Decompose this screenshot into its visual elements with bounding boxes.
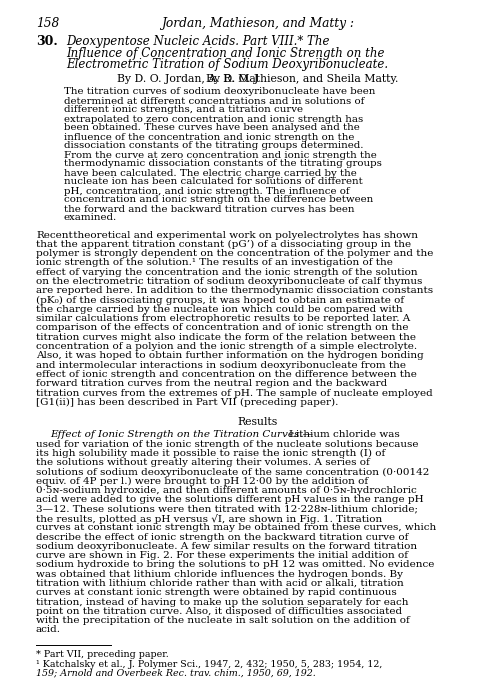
Text: 3—12. These solutions were then titrated with 12·228ɴ-lithium chloride;: 3—12. These solutions were then titrated… xyxy=(36,504,418,513)
Text: similar calculations from electrophoretic results to be reported later. A: similar calculations from electrophoreti… xyxy=(36,314,410,323)
Text: that the apparent titration constant (pG’) of a dissociating group in the: that the apparent titration constant (pG… xyxy=(36,240,411,249)
Text: sodium deoxyribonucleate. A few similar results on the forward titration: sodium deoxyribonucleate. A few similar … xyxy=(36,542,417,551)
Text: effect of ionic strength and concentration on the difference between the: effect of ionic strength and concentrati… xyxy=(36,370,417,379)
Text: ionic strength of the solution.¹ The results of an investigation of the: ionic strength of the solution.¹ The res… xyxy=(36,259,393,268)
Text: The titration curves of sodium deoxyribonucleate have been: The titration curves of sodium deoxyribo… xyxy=(64,88,376,96)
Text: (pK₀) of the dissociating groups, it was hoped to obtain an estimate of: (pK₀) of the dissociating groups, it was… xyxy=(36,295,404,305)
Text: By D. O. Jordan, A. R. Mathieson, and Sheila Matty.: By D. O. Jordan, A. R. Mathieson, and Sh… xyxy=(118,75,398,84)
Text: Recent: Recent xyxy=(36,230,73,240)
Text: titration curves from the extremes of pH. The sample of nucleate employed: titration curves from the extremes of pH… xyxy=(36,388,433,398)
Text: curve are shown in Fig. 2. For these experiments the initial addition of: curve are shown in Fig. 2. For these exp… xyxy=(36,551,408,560)
Text: been obtained. These curves have been analysed and the: been obtained. These curves have been an… xyxy=(64,124,360,132)
Text: equiv. of 4P per l.) were brought to pH 12·00 by the addition of: equiv. of 4P per l.) were brought to pH … xyxy=(36,477,368,486)
Text: was obtained that lithium chloride influences the hydrogen bonds. By: was obtained that lithium chloride influ… xyxy=(36,570,403,579)
Text: are reported here. In addition to the thermodynamic dissociation constants: are reported here. In addition to the th… xyxy=(36,287,433,295)
Text: sodium hydroxide to bring the solutions to pH 12 was omitted. No evidence: sodium hydroxide to bring the solutions … xyxy=(36,560,434,570)
Text: From the curve at zero concentration and ionic strength the: From the curve at zero concentration and… xyxy=(64,151,377,160)
Text: extrapolated to zero concentration and ionic strength has: extrapolated to zero concentration and i… xyxy=(64,115,363,124)
Text: Jordan, Mathieson, and Matty :: Jordan, Mathieson, and Matty : xyxy=(162,17,354,30)
Text: dissociation constants of the titrating groups determined.: dissociation constants of the titrating … xyxy=(64,141,364,151)
Text: different ionic strengths, and a titration curve: different ionic strengths, and a titrati… xyxy=(64,105,303,115)
Text: titration with lithium chloride rather than with acid or alkali, titration: titration with lithium chloride rather t… xyxy=(36,579,404,588)
Text: examined.: examined. xyxy=(64,213,117,223)
Text: By D. O. J: By D. O. J xyxy=(206,75,258,84)
Text: Also, it was hoped to obtain further information on the hydrogen bonding: Also, it was hoped to obtain further inf… xyxy=(36,352,424,361)
Text: 158: 158 xyxy=(36,17,60,30)
Text: on the electrometric titration of sodium deoxyribonucleate of calf thymus: on the electrometric titration of sodium… xyxy=(36,277,422,286)
Text: polymer is strongly dependent on the concentration of the polymer and the: polymer is strongly dependent on the con… xyxy=(36,249,434,258)
Text: describe the effect of ionic strength on the backward titration curve of: describe the effect of ionic strength on… xyxy=(36,532,408,541)
Text: point on the titration curve. Also, it disposed of difficulties associated: point on the titration curve. Also, it d… xyxy=(36,607,402,616)
Text: forward titration curves from the neutral region and the backward: forward titration curves from the neutra… xyxy=(36,380,387,388)
Text: nucleate ion has been calculated for solutions of different: nucleate ion has been calculated for sol… xyxy=(64,177,363,187)
Text: Results: Results xyxy=(238,417,278,427)
Text: pH, concentration, and ionic strength. The influence of: pH, concentration, and ionic strength. T… xyxy=(64,187,350,196)
Text: curves at constant ionic strength were obtained by rapid continuous: curves at constant ionic strength were o… xyxy=(36,588,397,598)
Text: its high solubility made it possible to raise the ionic strength (I) of: its high solubility made it possible to … xyxy=(36,449,385,458)
Text: comparison of the effects of concentration and of ionic strength on the: comparison of the effects of concentrati… xyxy=(36,323,408,333)
Text: titration, instead of having to make up the solution separately for each: titration, instead of having to make up … xyxy=(36,598,408,606)
Text: have been calculated. The electric charge carried by the: have been calculated. The electric charg… xyxy=(64,168,357,177)
Text: and intermolecular interactions in sodium deoxyribonucleate from the: and intermolecular interactions in sodiu… xyxy=(36,361,406,369)
Text: concentration and ionic strength on the difference between: concentration and ionic strength on the … xyxy=(64,196,373,204)
Text: influence of the concentration and ionic strength on the: influence of the concentration and ionic… xyxy=(64,132,354,141)
Text: Effect of Ionic Strength on the Titration Curves.—: Effect of Ionic Strength on the Titratio… xyxy=(50,430,313,439)
Text: theoretical and experimental work on polyelectrolytes has shown: theoretical and experimental work on pol… xyxy=(70,230,418,240)
Text: Electrometric Titration of Sodium Deoxyribonucleate.: Electrometric Titration of Sodium Deoxyr… xyxy=(66,58,388,71)
Text: Deoxypentose Nucleic Acids. Part VIII.* The: Deoxypentose Nucleic Acids. Part VIII.* … xyxy=(66,35,330,48)
Text: the forward and the backward titration curves has been: the forward and the backward titration c… xyxy=(64,204,354,213)
Text: Influence of Concentration and Ionic Strength on the: Influence of Concentration and Ionic Str… xyxy=(66,46,384,60)
Text: thermodynamic dissociation constants of the titrating groups: thermodynamic dissociation constants of … xyxy=(64,160,382,168)
Text: solutions of sodium deoxyribonucleate of the same concentration (0·00142: solutions of sodium deoxyribonucleate of… xyxy=(36,467,430,477)
Text: determined at different concentrations and in solutions of: determined at different concentrations a… xyxy=(64,96,364,105)
Text: curves at constant ionic strength may be obtained from these curves, which: curves at constant ionic strength may be… xyxy=(36,524,436,532)
Text: ¹ Katchalsky et al., J. Polymer Sci., 1947, 2, 432; 1950, 5, 283; 1954, 12,: ¹ Katchalsky et al., J. Polymer Sci., 19… xyxy=(36,660,383,669)
Text: the results, plotted as pH versus √I, are shown in Fig. 1. Titration: the results, plotted as pH versus √I, ar… xyxy=(36,514,383,524)
Text: Lithium chloride was: Lithium chloride was xyxy=(289,430,400,439)
Text: 30.: 30. xyxy=(36,35,58,48)
Text: [G1(ii)] has been described in Part VII (preceding paper).: [G1(ii)] has been described in Part VII … xyxy=(36,398,339,407)
Text: titration curves might also indicate the form of the relation between the: titration curves might also indicate the… xyxy=(36,333,416,342)
Text: acid were added to give the solutions different pH values in the range pH: acid were added to give the solutions di… xyxy=(36,495,424,504)
Text: the solutions without greatly altering their volumes. A series of: the solutions without greatly altering t… xyxy=(36,458,370,467)
Text: with the precipitation of the nucleate in salt solution on the addition of: with the precipitation of the nucleate i… xyxy=(36,617,410,625)
Text: * Part VII, preceding paper.: * Part VII, preceding paper. xyxy=(36,650,169,659)
Text: used for variation of the ionic strength of the nucleate solutions because: used for variation of the ionic strength… xyxy=(36,439,418,449)
Text: effect of varying the concentration and the ionic strength of the solution: effect of varying the concentration and … xyxy=(36,268,418,277)
Text: 159; Arnold and Overbeek Rec. trav. chim., 1950, 69, 192.: 159; Arnold and Overbeek Rec. trav. chim… xyxy=(36,669,316,678)
Text: the charge carried by the nucleate ion which could be compared with: the charge carried by the nucleate ion w… xyxy=(36,305,403,314)
Text: 0·5ɴ-sodium hydroxide, and then different amounts of 0·5ɴ-hydrochloric: 0·5ɴ-sodium hydroxide, and then differen… xyxy=(36,486,417,495)
Text: acid.: acid. xyxy=(36,625,61,634)
Text: concentration of a polyion and the ionic strength of a simple electrolyte.: concentration of a polyion and the ionic… xyxy=(36,342,417,351)
